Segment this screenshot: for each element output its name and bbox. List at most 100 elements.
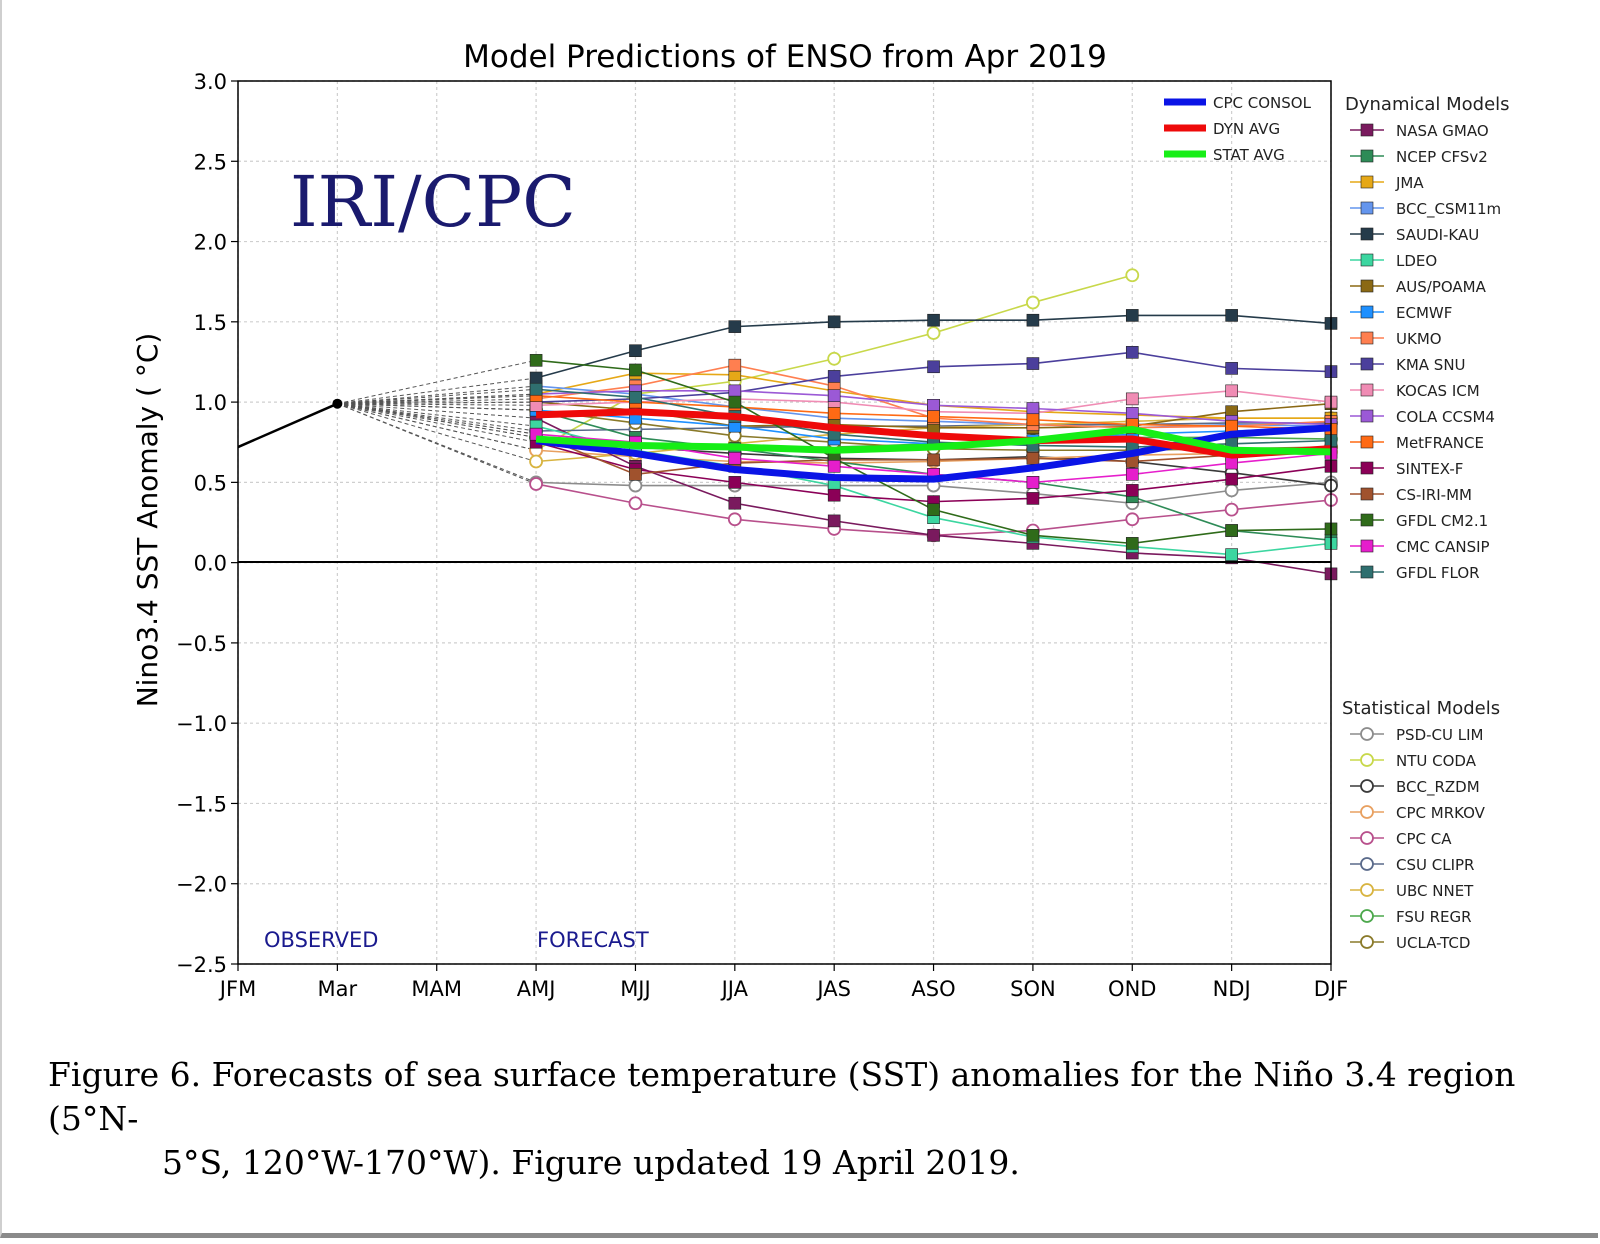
dynamical-legend-marker <box>1360 513 1374 527</box>
dynamical-model-point <box>1125 346 1139 359</box>
dynamical-model-point <box>927 410 940 423</box>
dynamical-model-point <box>728 476 742 489</box>
connector-line <box>337 377 537 405</box>
statistical-model-point <box>1125 268 1140 283</box>
x-tick-label: MAM <box>411 977 462 1001</box>
consensus-legend: CPC CONSOL DYN AVG STAT AVG <box>1164 94 1312 164</box>
dynamical-legend-label: KOCAS ICM <box>1396 382 1480 400</box>
statistical-legend-label: CSU CLIPR <box>1396 856 1474 874</box>
y-axis-label: Nino3.4 SST Anomaly ( °C) <box>131 333 164 708</box>
y-tick-label: −2.5 <box>176 953 227 977</box>
series-lines <box>237 268 1338 581</box>
statistical-model-point <box>628 496 643 511</box>
dynamical-model-point <box>728 496 742 510</box>
statistical-model-point <box>827 351 842 366</box>
dynamical-model-point <box>927 360 940 374</box>
connector-line <box>337 359 537 405</box>
y-tick-label: 1.0 <box>194 391 227 415</box>
dynamical-model-point <box>1225 472 1238 486</box>
forecast-label: FORECAST <box>537 928 649 952</box>
dynamical-legend-label: BCC_CSM11m <box>1396 200 1501 219</box>
dynamical-model-point <box>1225 524 1238 537</box>
dynamical-legend-label: SINTEX-F <box>1396 460 1463 478</box>
x-tick-label: NDJ <box>1213 977 1251 1001</box>
dynamical-model-point <box>629 468 642 481</box>
statistical-model-point <box>529 454 543 469</box>
statistical-model-point <box>1125 512 1140 527</box>
dynamical-model-point <box>1026 357 1040 370</box>
dynamical-model-point <box>1026 313 1040 327</box>
connector-line <box>337 403 537 438</box>
dynamical-legend-marker <box>1360 123 1374 137</box>
dynamical-model-point <box>1125 309 1139 322</box>
dynamical-model-point <box>629 363 642 377</box>
y-tick-label: 2.0 <box>194 231 227 255</box>
statistical-model-point <box>1224 483 1239 498</box>
connector-line <box>337 403 537 419</box>
statistical-model-point <box>727 512 742 527</box>
dynamical-legend-label: NASA GMAO <box>1396 122 1489 140</box>
x-tick-label: MJJ <box>620 977 651 1001</box>
consensus-line <box>535 425 1332 456</box>
dynamical-legend-label: SAUDI-KAU <box>1396 226 1479 244</box>
dynamical-model-point <box>827 370 841 383</box>
dynamical-model-point <box>629 390 642 404</box>
dynamical-model-point <box>1026 529 1040 542</box>
dynamical-model-point <box>1225 309 1238 322</box>
dynamical-model-point <box>529 371 543 385</box>
dynamical-model-point <box>827 315 841 329</box>
dynamical-model-point <box>629 344 642 358</box>
dynamical-legend-label: LDEO <box>1396 252 1437 270</box>
consensus-legend-label: CPC CONSOL <box>1213 94 1312 112</box>
dynamical-legend-marker <box>1360 435 1374 449</box>
plot-frame <box>237 80 1332 965</box>
dynamical-legend-label: KMA SNU <box>1396 356 1466 374</box>
y-tick-label: 3.0 <box>194 70 227 94</box>
consensus-line <box>535 408 1332 459</box>
statistical-legend-label: NTU CODA <box>1396 752 1477 770</box>
statistical-legend-label: UBC NNET <box>1396 882 1474 900</box>
dynamical-model-point <box>827 488 841 502</box>
observed-point <box>332 398 343 409</box>
dynamical-legend-marker <box>1360 539 1374 553</box>
dynamical-legend-label: ECMWF <box>1396 304 1452 322</box>
dynamical-legend-marker <box>1360 279 1374 293</box>
statistical-legend-title: Statistical Models <box>1342 698 1500 719</box>
dynamical-model-point <box>1125 407 1139 420</box>
dynamical-model-point <box>1026 451 1040 465</box>
statistical-legend-label: CPC MRKOV <box>1396 804 1486 822</box>
dynamical-model-point <box>1125 392 1139 406</box>
dynamical-legend-label: GFDL CM2.1 <box>1396 512 1488 530</box>
statistical-legend-label: UCLA-TCD <box>1396 934 1470 952</box>
dynamical-models-legend: NASA GMAO NCEP CFSv2 JMA BCC_CSM11m SAUDI-KA… <box>1350 122 1501 582</box>
dynamical-model-point <box>827 407 841 420</box>
dynamical-legend-marker <box>1360 409 1374 423</box>
caption-line-1: Figure 6. Forecasts of sea surface tempe… <box>48 1055 1516 1138</box>
dynamical-legend-label: AUS/POAMA <box>1396 278 1487 296</box>
statistical-legend-marker <box>1360 935 1374 949</box>
connector-line <box>337 403 537 427</box>
figure-caption: Figure 6. Forecasts of sea surface tempe… <box>48 1053 1518 1185</box>
statistical-legend-marker <box>1360 883 1374 897</box>
x-tick-label: JAS <box>815 977 851 1001</box>
x-tick-label: DJF <box>1314 977 1348 1001</box>
y-tick-label: 2.5 <box>194 150 227 174</box>
statistical-legend-label: BCC_RZDM <box>1396 778 1480 797</box>
dynamical-model-point <box>927 399 940 412</box>
dynamical-model-point <box>927 313 940 327</box>
x-tick-label: Mar <box>318 977 358 1001</box>
dynamical-model-point <box>1026 476 1040 489</box>
chart-title: Model Predictions of ENSO from Apr 2019 <box>463 39 1107 75</box>
dynamical-legend-label: COLA CCSM4 <box>1396 408 1495 426</box>
consensus-legend-label: STAT AVG <box>1213 146 1285 164</box>
dynamical-model-point <box>529 382 543 396</box>
connector-line <box>337 388 537 405</box>
dynamical-model-point <box>1026 402 1040 415</box>
x-tick-label: SON <box>1010 977 1056 1001</box>
dynamical-legend-marker <box>1360 487 1374 501</box>
connector-line <box>337 398 537 405</box>
observed-line <box>237 402 338 449</box>
dynamical-legend-marker <box>1360 383 1374 397</box>
dynamical-legend-marker <box>1360 149 1374 163</box>
